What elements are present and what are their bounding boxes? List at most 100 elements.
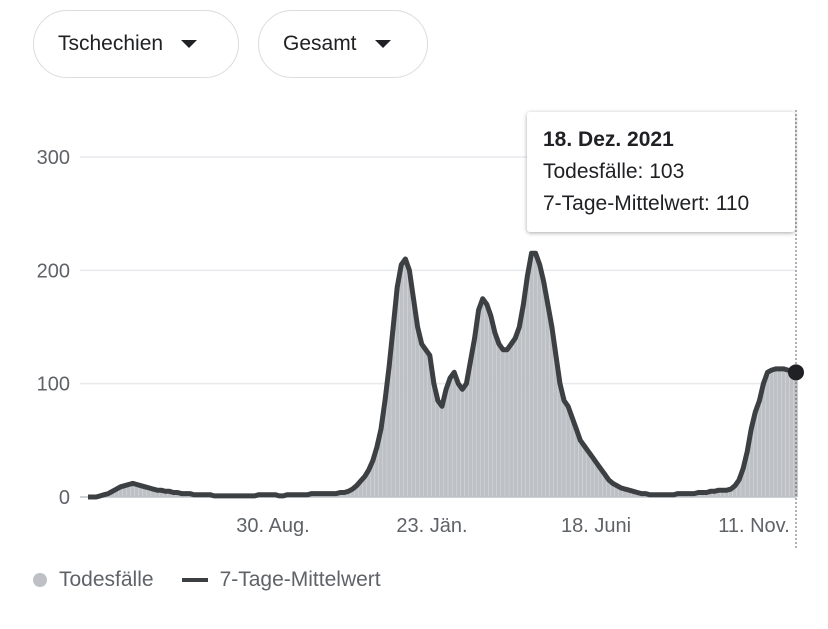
bar-todesfaelle	[627, 490, 632, 497]
x-tick-label: 11. Nov.	[718, 515, 790, 537]
bar-todesfaelle	[598, 468, 603, 497]
bar-todesfaelle	[448, 378, 452, 497]
bar-todesfaelle	[122, 484, 127, 497]
bar-todesfaelle	[566, 406, 570, 497]
bar-todesfaelle	[753, 412, 758, 497]
bar-todesfaelle	[399, 264, 404, 497]
bar-todesfaelle	[745, 451, 750, 497]
bar-todesfaelle	[720, 490, 725, 497]
scope-dropdown-label: Gesamt	[283, 32, 357, 55]
bar-todesfaelle	[134, 483, 139, 497]
series-line-7-tage-mittelwert	[88, 250, 797, 500]
bar-todesfaelle	[439, 406, 444, 497]
bar-todesfaelle	[586, 451, 591, 497]
bar-todesfaelle	[472, 338, 477, 497]
chevron-down-icon	[181, 40, 198, 48]
bar-todesfaelle	[155, 490, 160, 497]
bar-todesfaelle	[765, 372, 770, 497]
tooltip-deaths: Todesfälle: 103	[543, 160, 685, 183]
bar-todesfaelle	[521, 304, 526, 497]
bar-todesfaelle	[541, 281, 546, 497]
bar-todesfaelle	[138, 485, 143, 497]
bar-todesfaelle	[728, 489, 733, 497]
bar-todesfaelle	[614, 485, 619, 497]
bar-todesfaelle	[509, 344, 514, 497]
bar-todesfaelle	[533, 253, 538, 497]
bar-todesfaelle	[513, 338, 518, 497]
bar-todesfaelle	[537, 264, 542, 497]
bar-todesfaelle	[126, 483, 131, 497]
bar-todesfaelle	[505, 349, 509, 497]
bar-todesfaelle	[553, 355, 558, 497]
legend-bars-swatch	[33, 573, 47, 587]
scope-dropdown[interactable]: Gesamt	[258, 10, 428, 78]
bar-todesfaelle	[549, 327, 554, 497]
hover-point	[788, 364, 804, 381]
bar-todesfaelle	[785, 370, 790, 497]
bar-todesfaelle	[423, 349, 428, 497]
bar-todesfaelle	[590, 457, 595, 497]
bar-todesfaelle	[574, 429, 579, 497]
bar-todesfaelle	[741, 468, 745, 497]
bar-todesfaelle	[159, 490, 164, 497]
bar-todesfaelle	[623, 489, 627, 497]
bar-todesfaelle	[757, 400, 762, 497]
y-tick-label: 100	[37, 374, 70, 396]
tooltip-date: 18. Dez. 2021	[543, 128, 674, 151]
bar-todesfaelle	[114, 489, 119, 497]
bar-todesfaelle	[631, 491, 636, 497]
bar-todesfaelle	[773, 368, 778, 497]
bar-todesfaelle	[346, 491, 351, 497]
bar-todesfaelle	[480, 298, 485, 497]
bar-todesfaelle	[749, 429, 754, 497]
bar-todesfaelle	[151, 489, 155, 497]
chevron-down-icon	[374, 40, 391, 48]
x-tick-label: 30. Aug.	[236, 515, 309, 537]
bar-todesfaelle	[387, 366, 391, 497]
y-tick-label: 200	[37, 260, 70, 282]
bar-todesfaelle	[724, 490, 729, 497]
bar-todesfaelle	[415, 327, 420, 497]
bar-todesfaelle	[557, 383, 562, 497]
bar-todesfaelle	[781, 368, 786, 497]
bar-todesfaelle	[737, 480, 741, 497]
x-tick-label: 23. Jän.	[396, 515, 467, 537]
bar-todesfaelle	[582, 446, 587, 497]
bar-todesfaelle	[769, 370, 774, 497]
legend: Todesfälle 7-Tage-Mittelwert	[33, 568, 381, 592]
x-tick-label: 18. Juni	[561, 515, 631, 537]
bar-todesfaelle	[492, 332, 497, 497]
tooltip: 18. Dez. 2021 Todesfälle: 103 7-Tage-Mit…	[527, 112, 795, 232]
bar-todesfaelle	[118, 486, 123, 497]
bar-todesfaelle	[525, 276, 530, 497]
bar-todesfaelle	[374, 447, 379, 497]
country-dropdown[interactable]: Tschechien	[33, 10, 239, 78]
bar-todesfaelle	[716, 490, 721, 497]
bar-todesfaelle	[488, 315, 493, 497]
bar-todesfaelle	[350, 489, 355, 497]
bar-todesfaelle	[142, 486, 147, 497]
bar-todesfaelle	[562, 400, 566, 497]
bar-todesfaelle	[761, 383, 766, 497]
bar-todesfaelle	[484, 304, 489, 497]
bar-todesfaelle	[444, 389, 448, 497]
bar-todesfaelle	[411, 298, 416, 497]
bar-todesfaelle	[370, 460, 375, 497]
bar-todesfaelle	[167, 491, 172, 497]
legend-bars-label: Todesfälle	[59, 568, 154, 591]
bar-todesfaelle	[358, 481, 363, 497]
bar-todesfaelle	[419, 344, 424, 497]
bar-todesfaelle	[464, 383, 469, 497]
bar-todesfaelle	[712, 491, 717, 497]
bar-todesfaelle	[366, 469, 371, 497]
bar-todesfaelle	[501, 349, 505, 497]
bar-todesfaelle	[378, 429, 383, 497]
bar-todesfaelle	[407, 270, 412, 497]
bar-todesfaelle	[362, 476, 367, 497]
bar-todesfaelle	[460, 389, 465, 497]
bar-todesfaelle	[452, 372, 457, 497]
country-dropdown-label: Tschechien	[58, 32, 164, 55]
bar-todesfaelle	[602, 474, 607, 497]
bar-todesfaelle	[403, 259, 408, 497]
